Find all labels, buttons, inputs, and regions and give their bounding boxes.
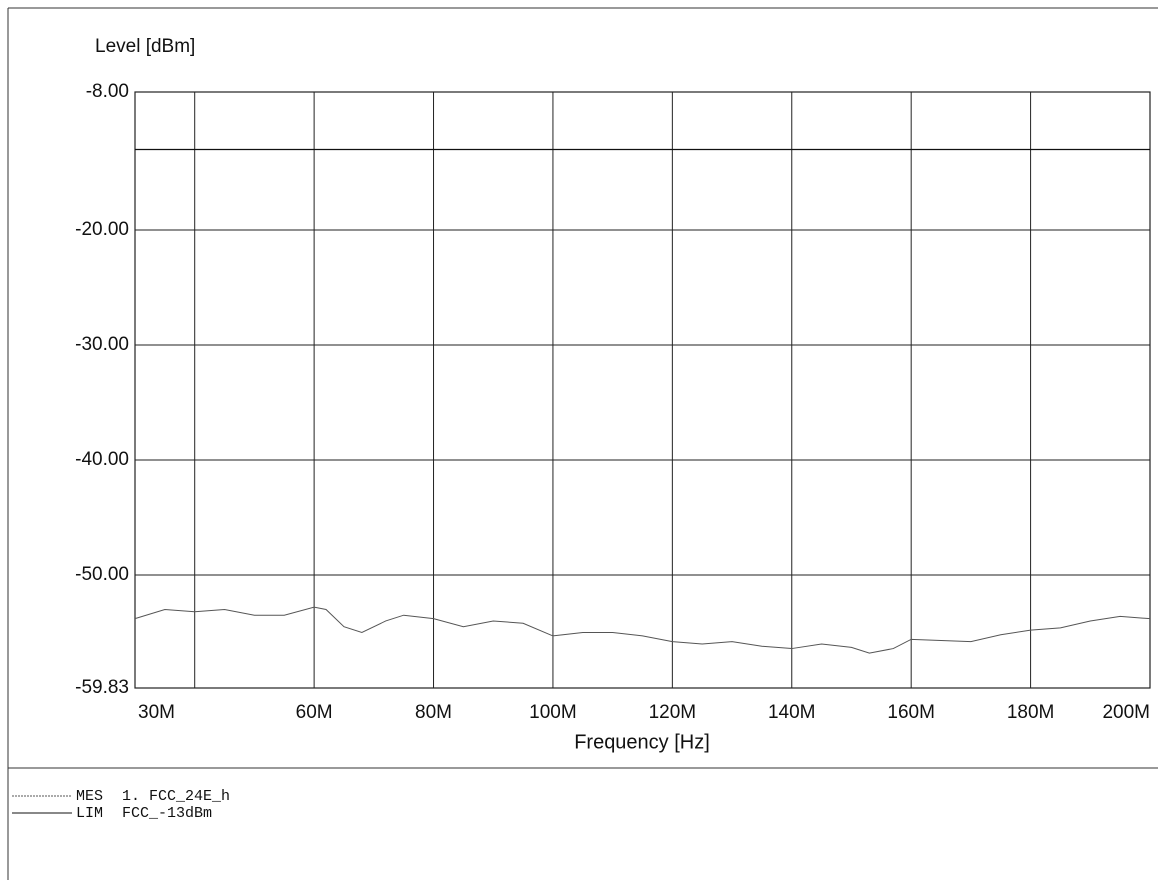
legend-file: FCC_-13dBm (122, 805, 212, 822)
legend-label: LIM (76, 805, 103, 822)
series-line (134, 606, 1151, 654)
y-tick-label: -59.83 (75, 677, 129, 698)
y-tick-label: -30.00 (75, 334, 129, 355)
x-tick-label: 140M (768, 702, 816, 723)
y-tick-label: -50.00 (75, 564, 129, 585)
legend-file: 1. FCC_24E_h (122, 788, 230, 805)
y-tick-label: -8.00 (86, 81, 129, 102)
x-tick-label: 30M (138, 702, 175, 723)
x-tick-label: 60M (296, 702, 333, 723)
x-tick-label: 120M (649, 702, 697, 723)
x-tick-label: 180M (1007, 702, 1055, 723)
x-tick-label: 100M (529, 702, 577, 723)
x-tick-label: 160M (887, 702, 935, 723)
y-axis-label: Level [dBm] (95, 36, 195, 57)
legend-label: MES (76, 788, 103, 805)
y-tick-label: -40.00 (75, 449, 129, 470)
y-tick-label: -20.00 (75, 219, 129, 240)
x-tick-label: 80M (415, 702, 452, 723)
x-axis-label: Frequency [Hz] (574, 731, 710, 753)
x-tick-label: 200M (1102, 702, 1150, 723)
plot-area (134, 91, 1151, 689)
